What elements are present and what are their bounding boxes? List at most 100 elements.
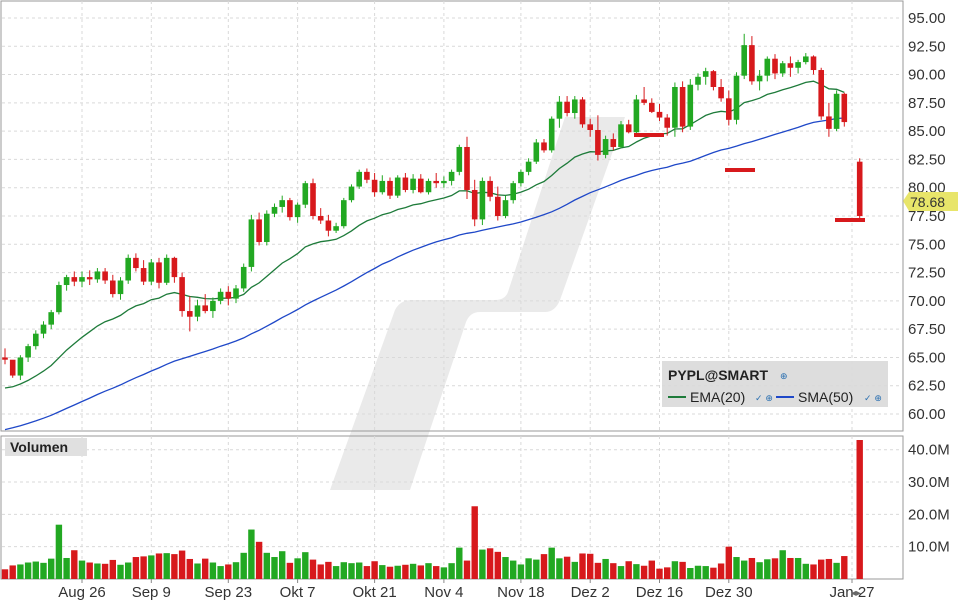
candles [2, 33, 863, 381]
candle-body [810, 56, 817, 71]
volume-bar [48, 558, 55, 579]
volume-bar [9, 565, 16, 579]
candle-body [279, 200, 285, 207]
candle-body [464, 146, 470, 190]
volume-bar [379, 565, 386, 579]
candle-body [456, 146, 463, 172]
candle-body [48, 312, 54, 325]
volume-bar [186, 558, 193, 579]
volume-bar [433, 566, 440, 579]
volume-bar [117, 564, 124, 579]
volume-bar [448, 563, 455, 579]
candle-body [795, 62, 801, 68]
volume-bar [494, 551, 501, 579]
volume-bar [371, 561, 378, 579]
volume-bar [748, 557, 756, 579]
current-price-tag: 78.68 [903, 192, 958, 211]
volume-bar [517, 564, 525, 579]
volume-bar [787, 557, 794, 579]
volume-bar [263, 552, 270, 579]
volume-bar [602, 558, 609, 579]
candle-body [387, 180, 393, 196]
candle-body [133, 257, 139, 269]
candle-body [210, 300, 216, 312]
volume-title-label: Volumen [10, 439, 68, 455]
volume-tick-label: 30.0M [908, 474, 950, 491]
volume-title-bg [5, 438, 87, 456]
candle-body [764, 58, 771, 76]
date-tick-label: Nov 18 [497, 584, 545, 600]
legend-sma-check-icon[interactable]: ✓ ⊕ [864, 394, 882, 404]
candle-body [595, 130, 601, 155]
price-axis: 95.0092.5090.0087.5085.0082.5080.0077.50… [908, 10, 946, 423]
price-tick-label: 62.50 [908, 378, 946, 395]
volume-bar [402, 564, 409, 579]
candle-body [317, 216, 324, 221]
candle-body [856, 161, 863, 216]
volume-bar [409, 563, 417, 579]
volume-bar [687, 568, 694, 579]
candle-body [826, 116, 832, 129]
volume-bar [756, 562, 763, 579]
candle-body [102, 271, 108, 281]
candle-body [541, 142, 547, 151]
candle-body [749, 45, 755, 82]
candle-body [25, 346, 31, 358]
volume-bar [386, 566, 394, 579]
candle-body [302, 183, 309, 205]
legend-ema-check-icon[interactable]: ✓ ⊕ [755, 394, 773, 404]
volume-bar [232, 562, 240, 579]
candle-body [572, 99, 578, 114]
legend-symbol-icon[interactable]: ⊕ [780, 372, 788, 382]
volume-bar [417, 565, 424, 579]
price-tick-label: 70.00 [908, 293, 946, 310]
candle-body [656, 111, 663, 118]
volume-bar [178, 550, 186, 579]
volume-tick-label: 20.0M [908, 506, 950, 523]
volume-bar [255, 541, 263, 579]
volume-bar [32, 561, 39, 579]
volume-bar [1, 569, 9, 579]
moving-average-lines [4, 80, 845, 431]
volume-bar [279, 551, 286, 579]
volume-bar [502, 557, 509, 579]
volume-bar [802, 563, 809, 579]
volume-bar [587, 553, 594, 579]
volume-bar [833, 562, 840, 579]
price-tick-label: 95.00 [908, 10, 946, 27]
price-tick-label: 85.00 [908, 123, 946, 140]
candle-body [787, 63, 794, 68]
volume-bar [71, 550, 78, 579]
candle-body [56, 285, 62, 313]
volume-bar [548, 547, 555, 579]
volume-tick-label: 10.0M [908, 539, 950, 556]
volume-bar [702, 566, 709, 579]
candle-body [125, 257, 131, 281]
candle-body [641, 99, 647, 103]
price-panel [0, 0, 904, 432]
candle-body [248, 219, 255, 267]
date-tick-label: Dez 16 [636, 584, 684, 600]
volume-bar [148, 555, 155, 579]
scroll-right-icon[interactable]: ◂▸ [851, 588, 861, 599]
volume-bar [810, 564, 817, 579]
support-marker-1 [634, 133, 664, 137]
sma-50-line [4, 117, 845, 431]
candle-body [756, 75, 763, 82]
volume-bar [856, 440, 863, 579]
candle-body [341, 200, 347, 227]
candle-body [556, 101, 563, 119]
volume-bar [356, 562, 363, 579]
volume-bar [78, 560, 86, 579]
candle-body [171, 257, 178, 278]
current-price-label: 78.68 [910, 194, 945, 210]
volume-bar [633, 564, 640, 579]
candle-body [425, 180, 432, 193]
volume-bar [479, 549, 486, 579]
volume-bar [741, 560, 748, 579]
candle-body [471, 189, 478, 220]
candle-body [163, 257, 170, 283]
support-marker-3 [835, 218, 865, 222]
volume-bar [486, 548, 494, 579]
price-tick-label: 60.00 [908, 406, 946, 423]
